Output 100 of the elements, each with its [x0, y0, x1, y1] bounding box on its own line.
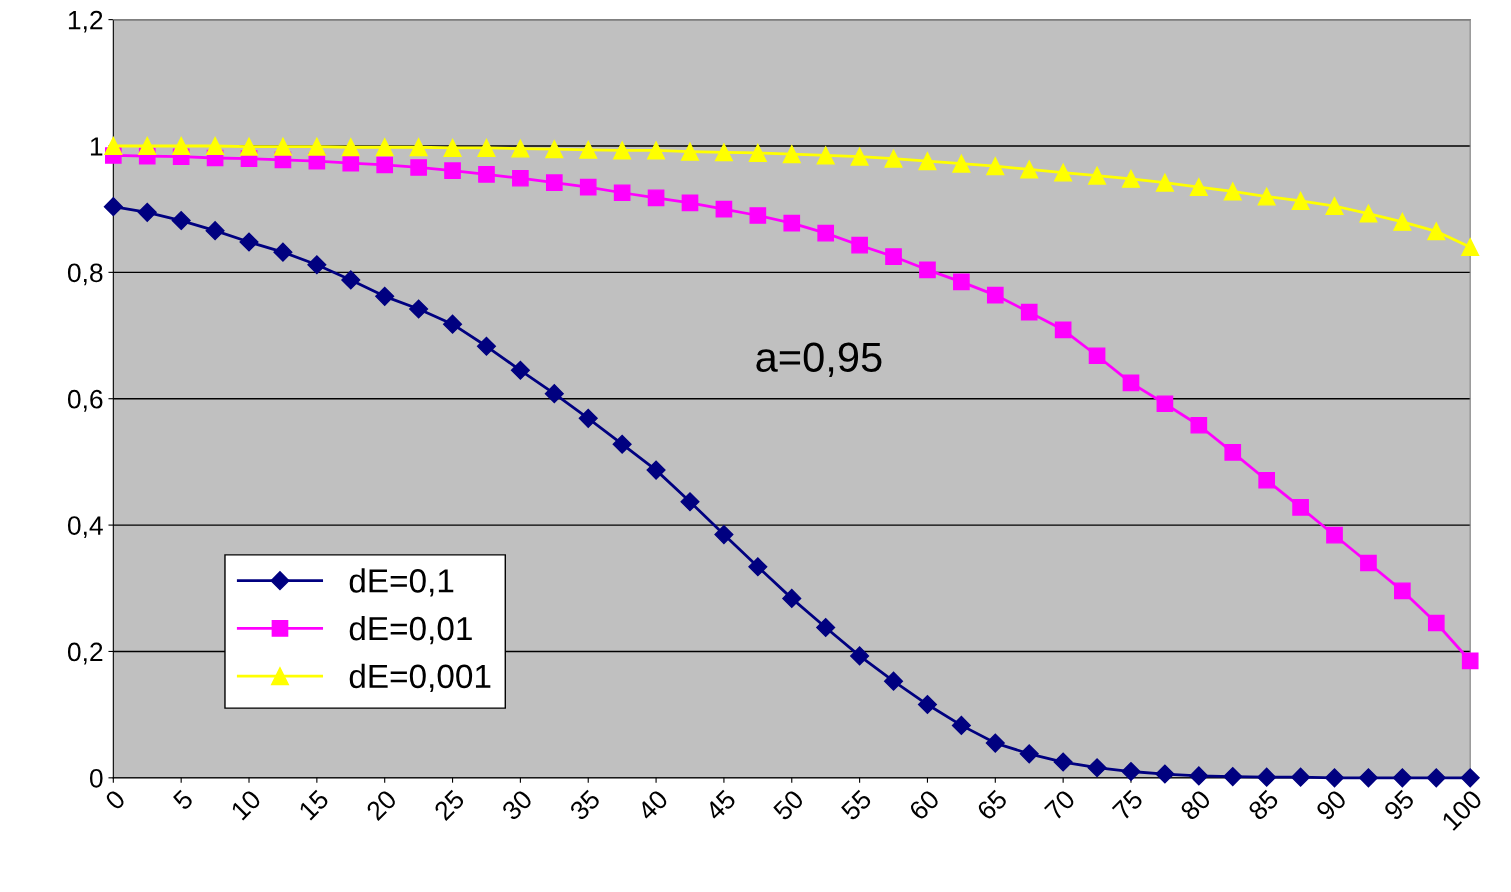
point	[1053, 752, 1073, 772]
point	[1291, 191, 1310, 210]
y-tick-label: 0	[89, 768, 103, 788]
legend-label: dE=0,001	[349, 663, 491, 693]
point	[714, 143, 733, 162]
point	[307, 137, 326, 156]
x-tick-label: 35	[568, 788, 602, 822]
point	[103, 197, 123, 217]
x-tick-label: 55	[840, 789, 873, 822]
point	[476, 336, 497, 356]
point	[1461, 652, 1479, 670]
point	[545, 174, 563, 191]
point	[1155, 764, 1175, 784]
point	[1358, 768, 1378, 788]
point	[206, 136, 225, 156]
point	[138, 136, 157, 156]
point	[816, 146, 835, 165]
y-tick-label: 0,4	[67, 516, 103, 539]
x-tick-label: 65	[975, 788, 1009, 822]
point	[1122, 374, 1140, 392]
x-tick-label: 60	[908, 788, 941, 822]
point	[511, 139, 530, 158]
point	[884, 149, 903, 168]
point	[1087, 758, 1107, 778]
point	[714, 525, 734, 545]
point	[1427, 222, 1446, 241]
x-tick-label: 100	[1440, 788, 1484, 831]
y-tick-label: 0,6	[67, 389, 103, 412]
point	[715, 200, 733, 218]
point	[681, 194, 699, 212]
point	[1223, 767, 1243, 787]
point	[748, 143, 767, 162]
point	[612, 434, 632, 454]
x-tick-label: 45	[704, 789, 737, 822]
point	[341, 138, 360, 157]
point	[1257, 187, 1276, 206]
x-tick-label: 70	[1043, 788, 1077, 822]
point	[1460, 768, 1480, 788]
point	[273, 242, 293, 262]
point	[239, 137, 259, 156]
point	[1019, 744, 1039, 764]
point	[409, 138, 428, 157]
point	[579, 178, 597, 196]
y-tick-label: 1,2	[68, 10, 103, 33]
point	[273, 137, 292, 156]
x-tick-label: 95	[1382, 788, 1416, 822]
point	[1189, 766, 1209, 786]
point	[646, 460, 666, 480]
legend-label: dE=0,1	[349, 568, 454, 597]
point	[1155, 173, 1174, 192]
point	[545, 140, 564, 159]
point	[342, 154, 360, 172]
x-tick-label: 20	[365, 788, 398, 822]
point	[1426, 768, 1446, 788]
point	[1121, 169, 1141, 188]
point	[307, 255, 327, 275]
x-tick-label: 30	[500, 788, 534, 822]
point	[951, 715, 971, 735]
point	[1291, 767, 1311, 787]
point	[579, 140, 598, 159]
x-tick-label: 0	[104, 788, 127, 811]
point	[443, 138, 462, 157]
point	[816, 617, 836, 637]
point	[917, 694, 937, 715]
point	[1393, 212, 1412, 231]
point	[952, 154, 971, 173]
point	[1054, 321, 1072, 339]
point	[748, 557, 768, 577]
point	[1427, 614, 1445, 632]
point	[205, 221, 225, 241]
point	[919, 261, 936, 279]
point	[1324, 768, 1345, 788]
point	[613, 141, 632, 160]
x-tick-label: 40	[636, 788, 670, 822]
point	[647, 189, 665, 207]
x-tick-label: 5	[172, 789, 195, 811]
point	[1054, 163, 1073, 182]
point	[375, 286, 395, 306]
x-tick-label: 50	[772, 788, 805, 822]
point	[783, 214, 801, 232]
x-tick-label: 75	[1111, 789, 1144, 822]
point	[647, 141, 666, 160]
point	[1156, 395, 1174, 413]
x-tick-label: 85	[1247, 788, 1280, 822]
point	[613, 184, 631, 202]
point	[850, 147, 869, 166]
point	[1224, 444, 1242, 461]
point	[985, 733, 1005, 753]
point	[1325, 196, 1344, 216]
point	[443, 314, 463, 334]
point	[510, 360, 530, 380]
point	[1360, 554, 1377, 572]
point	[1088, 166, 1107, 185]
point	[376, 156, 394, 174]
point	[851, 236, 868, 254]
point	[137, 202, 157, 222]
point	[885, 248, 902, 265]
x-tick-label: 25	[433, 788, 466, 822]
point	[375, 138, 394, 157]
point	[104, 136, 123, 156]
